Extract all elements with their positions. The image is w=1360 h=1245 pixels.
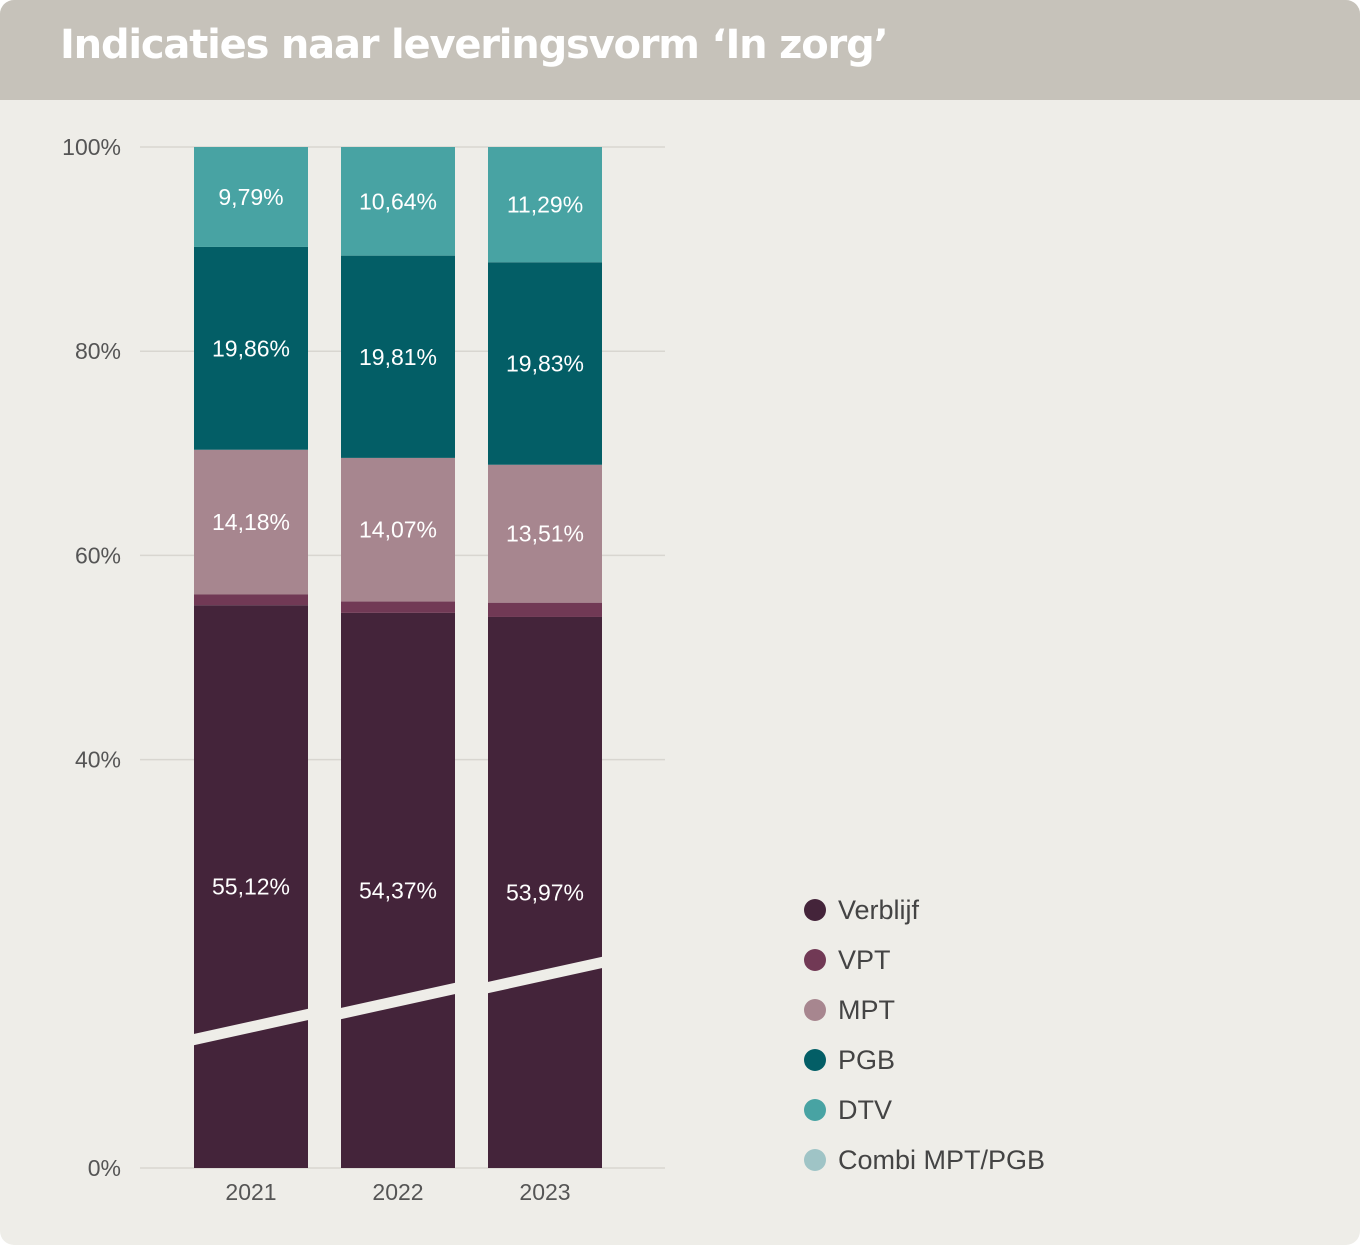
bar-segment-mpt: [194, 449, 308, 595]
axis-break-mark: [337, 982, 459, 1020]
legend-marker: [804, 1149, 826, 1171]
legend-label: VPT: [838, 945, 891, 975]
bar-segment-verblijf: [341, 612, 455, 1168]
bar-segment-vpt: [488, 602, 602, 617]
bar-segment-pgb: [341, 255, 455, 458]
data-label: 19,81%: [359, 344, 437, 370]
y-tick-label: 0%: [88, 1155, 121, 1181]
legend-label: Combi MPT/PGB: [838, 1145, 1045, 1175]
bar-segment-pgb: [194, 246, 308, 450]
bar-segment-dtv: [194, 147, 308, 247]
x-tick-label: 2021: [225, 1179, 276, 1205]
data-label: 55,12%: [212, 874, 290, 900]
bar-segment-dtv: [341, 147, 455, 256]
bar-segment-vpt: [194, 594, 308, 606]
data-label: 11,29%: [507, 192, 583, 218]
chart-title: Indicaties naar leveringsvorm ‘In zorg’: [60, 22, 889, 68]
y-tick-label: 60%: [75, 542, 121, 568]
legend-label: PGB: [838, 1045, 895, 1075]
data-label: 19,86%: [212, 335, 290, 361]
legend-marker: [804, 999, 826, 1021]
data-label: 14,18%: [212, 509, 290, 535]
bar-segment-mpt: [488, 464, 602, 603]
data-label: 10,64%: [359, 188, 437, 214]
data-label: 9,79%: [218, 184, 283, 210]
x-tick-label: 2022: [372, 1179, 423, 1205]
bar-segment-verblijf: [488, 616, 602, 1168]
data-label: 53,97%: [506, 879, 584, 905]
bar-segment-pgb: [488, 262, 602, 465]
legend-label: DTV: [838, 1095, 892, 1125]
legend-label: MPT: [838, 995, 895, 1025]
y-tick-label: 80%: [75, 338, 121, 364]
axis-break-mark: [190, 1008, 312, 1046]
axis-break-mark: [484, 956, 606, 994]
legend-marker: [804, 899, 826, 921]
bar-segment-mpt: [341, 457, 455, 602]
data-label: 54,37%: [359, 877, 437, 903]
data-label: 13,51%: [506, 521, 584, 547]
legend-marker: [804, 949, 826, 971]
title-bar: Indicaties naar leveringsvorm ‘In zorg’: [0, 0, 1360, 100]
y-tick-label: 100%: [62, 134, 121, 160]
x-tick-label: 2023: [519, 1179, 570, 1205]
data-label: 19,83%: [506, 351, 584, 377]
legend-marker: [804, 1099, 826, 1121]
bar-segment-vpt: [341, 601, 455, 613]
bar-segment-dtv: [488, 147, 602, 263]
legend-label: Verblijf: [838, 895, 920, 925]
bar-segment-verblijf: [194, 605, 308, 1168]
data-label: 14,07%: [359, 517, 437, 543]
legend-marker: [804, 1049, 826, 1071]
y-tick-label: 40%: [75, 747, 121, 773]
